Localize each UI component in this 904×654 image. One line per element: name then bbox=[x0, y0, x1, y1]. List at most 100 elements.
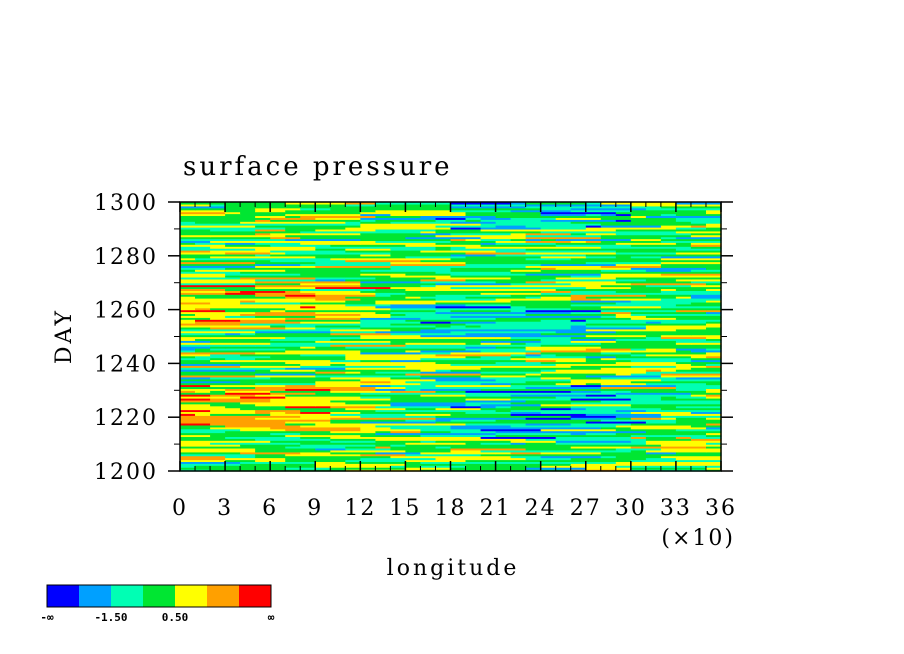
field-cell bbox=[300, 321, 361, 324]
field-cell bbox=[510, 300, 572, 303]
field-cell bbox=[435, 309, 452, 313]
field-cell bbox=[495, 225, 527, 228]
field-cell bbox=[450, 273, 527, 276]
field-cell bbox=[285, 348, 346, 351]
field-cell bbox=[435, 369, 452, 372]
field-cell bbox=[180, 202, 226, 205]
field-cell bbox=[435, 390, 467, 393]
field-cell bbox=[390, 252, 437, 255]
field-cell bbox=[420, 296, 467, 299]
field-cell bbox=[375, 438, 437, 441]
field-cell bbox=[480, 338, 497, 341]
field-cell bbox=[255, 403, 271, 407]
field-cell bbox=[405, 288, 482, 292]
field-cell bbox=[330, 257, 391, 261]
field-cell bbox=[405, 236, 482, 240]
field-cell bbox=[405, 223, 482, 226]
field-cell bbox=[210, 413, 271, 416]
field-cell bbox=[345, 325, 361, 328]
field-cell bbox=[180, 228, 211, 232]
field-cell bbox=[180, 315, 226, 318]
field-cell bbox=[706, 394, 722, 397]
field-cell bbox=[180, 390, 196, 393]
field-cell bbox=[330, 376, 391, 380]
field-cell bbox=[706, 449, 722, 453]
field-cell bbox=[465, 390, 527, 393]
field-cell bbox=[495, 363, 512, 366]
field-cell bbox=[360, 351, 421, 355]
field-cell bbox=[555, 209, 572, 213]
field-cell bbox=[435, 219, 467, 222]
field-cell bbox=[255, 278, 271, 282]
field-cell bbox=[390, 399, 467, 403]
field-cell bbox=[180, 423, 211, 426]
field-cell bbox=[285, 319, 301, 322]
field-cell bbox=[540, 351, 602, 355]
field-cell bbox=[375, 288, 407, 292]
field-cell bbox=[540, 369, 557, 372]
field-cell bbox=[690, 394, 707, 397]
field-cell bbox=[585, 334, 647, 338]
field-cell bbox=[420, 461, 497, 464]
field-cell bbox=[450, 321, 497, 324]
field-cell bbox=[435, 336, 512, 340]
field-cell bbox=[480, 428, 542, 432]
field-cell bbox=[540, 434, 572, 438]
field-cell bbox=[390, 398, 406, 401]
field-cell bbox=[570, 278, 647, 282]
field-cell bbox=[360, 428, 391, 432]
field-cell bbox=[645, 382, 707, 386]
field-cell bbox=[270, 421, 286, 424]
field-cell bbox=[180, 286, 256, 290]
field-cell bbox=[180, 349, 196, 353]
field-cell bbox=[435, 355, 467, 359]
field-cell bbox=[195, 319, 226, 322]
field-cell bbox=[180, 248, 196, 251]
field-cell bbox=[195, 390, 211, 393]
field-cell bbox=[630, 317, 677, 320]
field-cell bbox=[690, 388, 707, 391]
field-cell bbox=[706, 225, 722, 228]
field-cell bbox=[285, 240, 346, 243]
field-cell bbox=[435, 361, 497, 365]
field-cell bbox=[675, 388, 692, 391]
field-cell bbox=[645, 284, 692, 288]
field-cell bbox=[240, 332, 256, 336]
field-cell bbox=[210, 409, 256, 413]
field-cell bbox=[360, 334, 421, 338]
field-cell bbox=[330, 386, 376, 390]
field-cell bbox=[180, 407, 241, 411]
field-cell bbox=[180, 276, 241, 280]
field-cell bbox=[270, 390, 331, 393]
field-cell bbox=[255, 459, 286, 463]
field-cell bbox=[420, 300, 436, 303]
field-cell bbox=[285, 228, 316, 232]
field-cell bbox=[225, 390, 271, 393]
field-cell bbox=[525, 346, 602, 349]
field-cell bbox=[345, 275, 376, 278]
field-cell bbox=[540, 296, 572, 299]
field-cell bbox=[330, 421, 361, 424]
field-cell bbox=[255, 292, 316, 295]
field-cell bbox=[180, 384, 211, 388]
field-cell bbox=[630, 348, 647, 351]
field-cell bbox=[240, 428, 286, 432]
field-cell bbox=[225, 292, 256, 295]
field-cell bbox=[180, 465, 196, 468]
field-cell bbox=[540, 263, 617, 267]
field-cell bbox=[390, 253, 452, 257]
field-cell bbox=[360, 415, 406, 418]
field-cell bbox=[570, 232, 587, 236]
field-cell bbox=[180, 428, 241, 432]
field-cell bbox=[390, 213, 467, 217]
field-cell bbox=[360, 378, 436, 382]
field-cell bbox=[525, 386, 602, 390]
field-cell bbox=[285, 213, 361, 217]
field-cell bbox=[285, 446, 346, 449]
field-cell bbox=[615, 301, 692, 305]
field-cell bbox=[180, 363, 241, 366]
field-cell bbox=[315, 373, 331, 376]
field-cell bbox=[555, 436, 602, 439]
field-cell bbox=[240, 380, 316, 384]
field-cell bbox=[450, 246, 467, 249]
